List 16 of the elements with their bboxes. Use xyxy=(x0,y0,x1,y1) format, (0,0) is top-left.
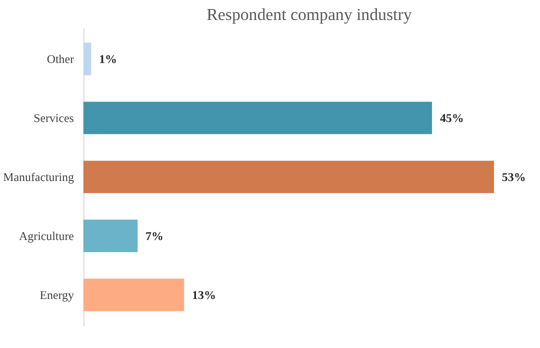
data-label: 13% xyxy=(192,288,216,302)
data-label: 53% xyxy=(502,170,526,184)
chart-title: Respondent company industry xyxy=(206,5,412,24)
y-tick-label: Energy xyxy=(40,288,74,302)
bar xyxy=(83,220,138,252)
bar xyxy=(83,42,92,76)
bar xyxy=(83,278,184,312)
y-tick-label: Services xyxy=(34,110,74,125)
data-label: 7% xyxy=(146,228,164,243)
data-label: 45% xyxy=(440,110,464,125)
data-label: 1% xyxy=(99,52,117,66)
y-tick-label: Agriculture xyxy=(19,228,74,243)
bar xyxy=(83,102,432,134)
y-tick-label: Other xyxy=(46,52,74,66)
bar xyxy=(83,160,494,194)
y-tick-label: Manufacturing xyxy=(3,170,74,184)
